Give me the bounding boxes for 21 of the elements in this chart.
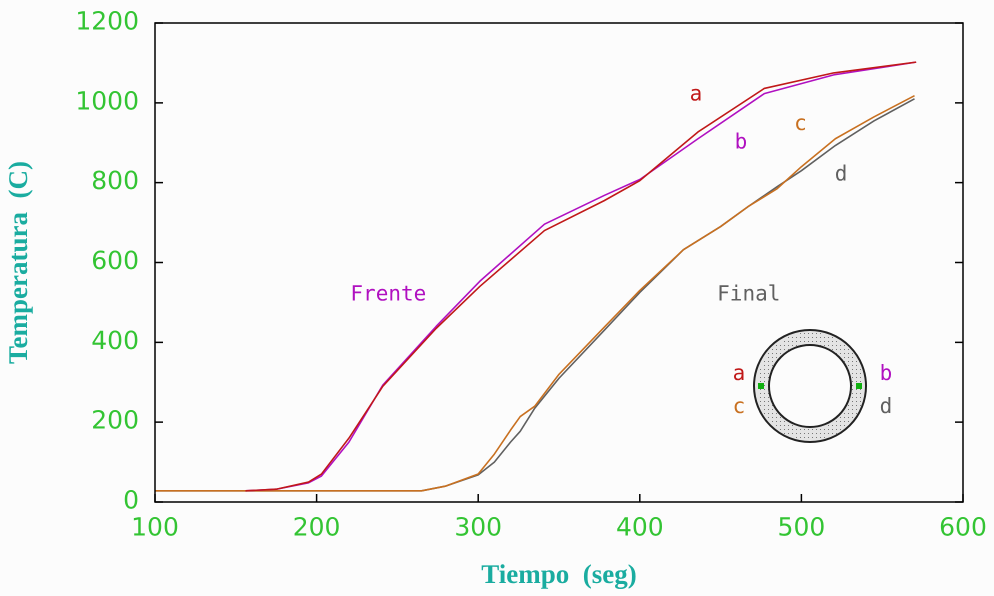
x-tick-label: 200 xyxy=(292,512,340,542)
x-tick-label: 400 xyxy=(616,512,664,542)
series-label: c xyxy=(794,110,807,135)
series-label: d xyxy=(834,162,848,186)
x-tick-label: 100 xyxy=(131,512,179,542)
x-tick-label: 300 xyxy=(454,512,502,542)
y-tick-label: 200 xyxy=(91,406,139,435)
y-tick-label: 600 xyxy=(91,246,139,275)
series-label: b xyxy=(734,129,748,154)
annotation: Frente xyxy=(350,282,426,306)
series-label: a xyxy=(690,81,702,106)
x-tick-label: 600 xyxy=(939,512,987,542)
y-tick-label: 400 xyxy=(91,326,139,355)
y-tick-label: 0 xyxy=(123,486,139,514)
y-tick-label: 1000 xyxy=(75,86,139,116)
y-tick-label: 800 xyxy=(91,166,139,196)
x-axis-title: Tiempo (seg) xyxy=(481,558,637,589)
y-axis-title: Temperatura (C) xyxy=(3,161,34,364)
x-tick-label: 500 xyxy=(778,512,826,542)
annotation: Final xyxy=(717,282,780,306)
y-tick-label: 1200 xyxy=(75,6,139,36)
